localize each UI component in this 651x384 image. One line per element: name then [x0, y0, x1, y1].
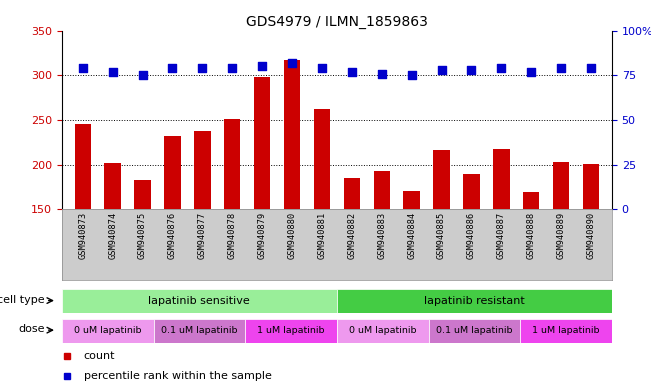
Bar — [62, 319, 154, 343]
Point — [197, 65, 208, 71]
Bar — [154, 319, 245, 343]
Text: GSM940880: GSM940880 — [288, 212, 297, 259]
Point — [137, 72, 148, 78]
Point — [257, 63, 268, 70]
Bar — [523, 192, 540, 343]
Bar — [134, 180, 151, 343]
Bar — [245, 319, 337, 343]
Point — [436, 67, 447, 73]
Text: GSM940873: GSM940873 — [78, 212, 87, 259]
Bar — [164, 136, 181, 343]
Point — [317, 65, 327, 71]
Text: GSM940884: GSM940884 — [407, 212, 416, 259]
Point — [107, 69, 118, 75]
Text: lapatinib sensitive: lapatinib sensitive — [148, 296, 250, 306]
Text: GSM940885: GSM940885 — [437, 212, 446, 259]
Bar — [344, 178, 360, 343]
Bar — [583, 164, 599, 343]
Point — [406, 72, 417, 78]
Text: cell type: cell type — [0, 295, 44, 305]
Text: 1 uM lapatinib: 1 uM lapatinib — [533, 326, 600, 335]
Point — [586, 65, 596, 71]
Text: GSM940877: GSM940877 — [198, 212, 207, 259]
Text: GSM940890: GSM940890 — [587, 212, 596, 259]
Point — [466, 67, 477, 73]
Text: GSM940887: GSM940887 — [497, 212, 506, 259]
Bar — [374, 171, 390, 343]
Point — [287, 60, 298, 66]
Text: GSM940886: GSM940886 — [467, 212, 476, 259]
Text: GSM940874: GSM940874 — [108, 212, 117, 259]
Text: GDS4979 / ILMN_1859863: GDS4979 / ILMN_1859863 — [246, 15, 428, 29]
Point — [526, 69, 536, 75]
Text: 0.1 uM lapatinib: 0.1 uM lapatinib — [161, 326, 238, 335]
Text: 0 uM lapatinib: 0 uM lapatinib — [349, 326, 417, 335]
Bar — [493, 149, 510, 343]
Point — [376, 71, 387, 77]
Bar — [337, 289, 612, 313]
Text: GSM940881: GSM940881 — [318, 212, 326, 259]
Bar — [553, 162, 570, 343]
Bar — [62, 289, 337, 313]
Bar — [337, 319, 428, 343]
Text: GSM940883: GSM940883 — [377, 212, 386, 259]
Bar — [254, 77, 270, 343]
Text: GSM940882: GSM940882 — [348, 212, 356, 259]
Bar — [104, 163, 121, 343]
Text: GSM940878: GSM940878 — [228, 212, 237, 259]
Text: GSM940888: GSM940888 — [527, 212, 536, 259]
Point — [167, 65, 178, 71]
Text: GSM940876: GSM940876 — [168, 212, 177, 259]
Point — [346, 69, 357, 75]
Text: lapatinib resistant: lapatinib resistant — [424, 296, 525, 306]
Bar — [434, 151, 450, 343]
Bar — [224, 119, 240, 343]
Point — [77, 65, 88, 71]
Bar — [75, 124, 91, 343]
Text: 0 uM lapatinib: 0 uM lapatinib — [74, 326, 141, 335]
Text: 1 uM lapatinib: 1 uM lapatinib — [257, 326, 325, 335]
Bar — [404, 190, 420, 343]
Point — [227, 65, 238, 71]
Text: dose: dose — [18, 324, 44, 334]
Text: 0.1 uM lapatinib: 0.1 uM lapatinib — [436, 326, 513, 335]
Bar — [520, 319, 612, 343]
Bar — [194, 131, 210, 343]
Text: GSM940875: GSM940875 — [138, 212, 147, 259]
Point — [496, 65, 506, 71]
Text: percentile rank within the sample: percentile rank within the sample — [84, 371, 271, 381]
Bar — [428, 319, 520, 343]
Bar — [314, 109, 330, 343]
Bar — [464, 174, 480, 343]
Text: count: count — [84, 351, 115, 361]
Text: GSM940889: GSM940889 — [557, 212, 566, 259]
Point — [556, 65, 566, 71]
Text: GSM940879: GSM940879 — [258, 212, 267, 259]
Bar — [284, 60, 300, 343]
